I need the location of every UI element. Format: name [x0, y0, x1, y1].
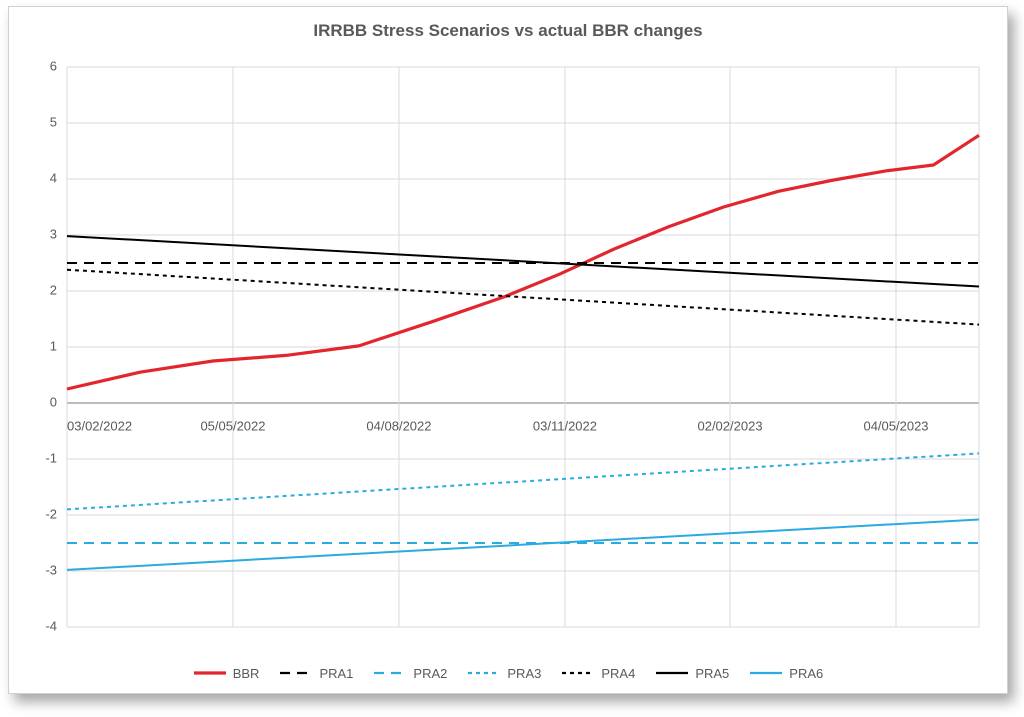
y-tick-label: -3: [45, 562, 57, 577]
legend-swatch-bbr: [193, 665, 227, 681]
stage: IRRBB Stress Scenarios vs actual BBR cha…: [0, 0, 1024, 717]
legend-swatch-pra3: [467, 665, 501, 681]
y-tick-label: 1: [50, 338, 57, 353]
legend-swatch-pra2: [373, 665, 407, 681]
chart-svg: -4 -3 -2 -1 0 1 2 3 4 5 6 03/02/2022 05/05/2022 04/08…: [9, 7, 1009, 695]
y-tick-label: 2: [50, 282, 57, 297]
legend-item-pra2: PRA2: [373, 665, 447, 681]
y-tick-label: 0: [50, 394, 57, 409]
x-tick-label: 03/11/2022: [533, 419, 597, 434]
legend-label: PRA5: [695, 666, 729, 681]
legend-item-pra4: PRA4: [561, 665, 635, 681]
legend-item-pra1: PRA1: [279, 665, 353, 681]
legend-swatch-pra5: [655, 665, 689, 681]
x-tick-label: 04/05/2023: [863, 419, 928, 434]
series-pra5: [67, 236, 979, 286]
legend-item-pra5: PRA5: [655, 665, 729, 681]
legend-swatch-pra6: [749, 665, 783, 681]
legend-label: PRA6: [789, 666, 823, 681]
y-tick-label: 6: [50, 58, 57, 73]
legend-item-pra3: PRA3: [467, 665, 541, 681]
y-tick-label: 3: [50, 226, 57, 241]
series-pra3: [67, 453, 979, 509]
legend-label: PRA2: [413, 666, 447, 681]
legend-label: PRA4: [601, 666, 635, 681]
series-pra4: [67, 270, 979, 325]
x-tick-label: 04/08/2022: [366, 419, 431, 434]
y-tick-label: 4: [50, 170, 57, 185]
chart-legend: BBR PRA1 PRA2 PRA3 PRA4 PRA5 PRA6: [9, 665, 1007, 681]
legend-item-bbr: BBR: [193, 665, 260, 681]
y-tick-label: -4: [45, 618, 57, 633]
chart-panel: IRRBB Stress Scenarios vs actual BBR cha…: [8, 6, 1008, 694]
legend-swatch-pra4: [561, 665, 595, 681]
series-pra6: [67, 519, 979, 569]
legend-label: PRA3: [507, 666, 541, 681]
y-tick-label: 5: [50, 114, 57, 129]
x-tick-label: 03/02/2022: [67, 419, 132, 434]
legend-label: PRA1: [319, 666, 353, 681]
x-tick-label: 05/05/2022: [200, 419, 265, 434]
y-tick-label: -1: [45, 450, 57, 465]
y-tick-label: -2: [45, 506, 57, 521]
legend-item-pra6: PRA6: [749, 665, 823, 681]
legend-swatch-pra1: [279, 665, 313, 681]
legend-label: BBR: [233, 666, 260, 681]
x-tick-label: 02/02/2023: [697, 419, 762, 434]
